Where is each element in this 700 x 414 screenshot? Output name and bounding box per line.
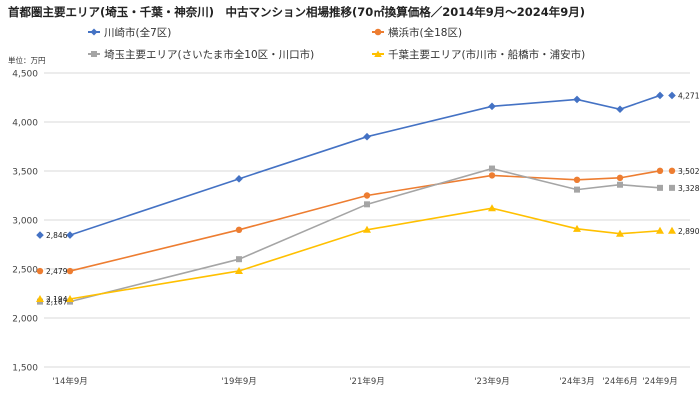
series-3 — [66, 204, 664, 302]
start-label-marker — [36, 294, 44, 302]
x-axis-ticks: '14年9月 '19年9月 '21年9月 '23年9月 '24年3月 '24年6月 '24年… — [52, 376, 678, 387]
data-point — [235, 266, 243, 274]
unit-label: 単位：万円 — [8, 55, 46, 65]
gridlines — [44, 72, 690, 368]
y-axis-ticks: 1,500 2,000 2,500 3,000 3,500 4,000 4,500 — [12, 70, 38, 374]
legend-label-kawasaki: 川崎市(全7区) — [104, 26, 171, 39]
legend-label-saitama: 埼玉主要エリア(さいたま市全10区・川口市) — [104, 48, 314, 61]
y-tick-label: 4,500 — [12, 70, 38, 80]
data-point — [656, 91, 664, 100]
y-tick-label: 2,000 — [12, 315, 38, 325]
data-point — [573, 95, 581, 104]
legend-marker-triangle — [374, 50, 382, 57]
data-point — [573, 224, 581, 232]
data-point — [616, 174, 624, 182]
data-point — [489, 165, 495, 172]
start-value-label: 2,167 — [46, 298, 68, 307]
series-2 — [67, 165, 663, 305]
data-point — [66, 294, 74, 302]
start-value-label: 2,194 — [46, 295, 68, 304]
end-label-marker — [668, 91, 676, 100]
legend: 川崎市(全7区) 横浜市(全18区) 埼玉主要エリア(さいたま市全10区・川口市… — [88, 26, 585, 61]
data-point — [235, 226, 243, 233]
data-point — [66, 231, 74, 239]
x-tick-label: '14年9月 — [52, 376, 88, 387]
data-point — [616, 105, 624, 114]
data-point — [363, 192, 371, 199]
x-tick-label: '19年9月 — [221, 376, 257, 387]
start-value-label: 2,846 — [46, 231, 68, 240]
legend-item-saitama: 埼玉主要エリア(さいたま市全10区・川口市) — [88, 48, 314, 61]
legend-item-yokohama: 横浜市(全18区) — [372, 26, 462, 39]
legend-item-kawasaki: 川崎市(全7区) — [88, 26, 171, 39]
legend-item-chiba: 千葉主要エリア(市川市・船橋市・浦安市) — [372, 48, 585, 61]
data-point — [363, 225, 371, 233]
x-tick-label: '24年9月 — [642, 376, 678, 387]
series-0 — [66, 91, 664, 239]
data-point — [574, 186, 580, 193]
x-tick-label: '21年9月 — [349, 376, 385, 387]
data-point — [657, 184, 663, 191]
legend-label-chiba: 千葉主要エリア(市川市・船橋市・浦安市) — [388, 48, 585, 61]
data-point — [573, 176, 581, 184]
series-line — [69, 94, 661, 236]
start-value-label: 2,479 — [46, 267, 68, 276]
series-line — [69, 170, 661, 272]
y-tick-label: 3,500 — [12, 168, 38, 178]
data-point — [656, 167, 664, 175]
data-point — [616, 229, 624, 237]
end-label-marker — [668, 226, 676, 234]
x-tick-label: '24年3月 — [559, 376, 595, 387]
data-labels: 2,846 4,271 2,479 3,502 2,167 3,328 2,194 2,890 — [36, 91, 700, 307]
series-1 — [66, 167, 664, 275]
end-value-label: 4,271 — [678, 91, 700, 100]
legend-marker-circle — [374, 28, 382, 36]
x-tick-label: '23年9月 — [474, 376, 510, 387]
y-tick-label: 4,000 — [12, 119, 38, 129]
data-point — [236, 256, 242, 263]
legend-marker-diamond — [90, 28, 98, 36]
series-line — [69, 207, 661, 300]
start-label-marker — [36, 231, 44, 239]
end-value-label: 3,328 — [678, 184, 700, 193]
y-tick-label: 1,500 — [12, 364, 38, 374]
legend-marker-square — [91, 51, 97, 57]
y-tick-label: 2,500 — [12, 266, 38, 276]
data-point — [488, 102, 496, 111]
series-line — [69, 167, 661, 303]
legend-label-yokohama: 横浜市(全18区) — [388, 26, 462, 39]
data-point — [364, 201, 370, 208]
end-value-label: 2,890 — [678, 227, 700, 236]
end-value-label: 3,502 — [678, 167, 700, 176]
data-point — [235, 175, 243, 183]
data-point — [363, 132, 371, 141]
start-label-marker — [36, 267, 44, 275]
chart-title: 首都圏主要エリア(埼玉・千葉・神奈川) 中古マンション相場推移(70㎡換算価格／… — [8, 5, 585, 19]
data-point — [617, 181, 623, 188]
x-tick-label: '24年6月 — [602, 376, 638, 387]
end-label-marker — [669, 184, 675, 191]
data-point — [488, 204, 496, 212]
end-label-marker — [668, 167, 676, 175]
data-point — [488, 172, 496, 179]
data-point — [66, 267, 74, 275]
y-tick-label: 3,000 — [12, 217, 38, 227]
series-lines — [66, 91, 664, 305]
data-point — [656, 226, 664, 234]
